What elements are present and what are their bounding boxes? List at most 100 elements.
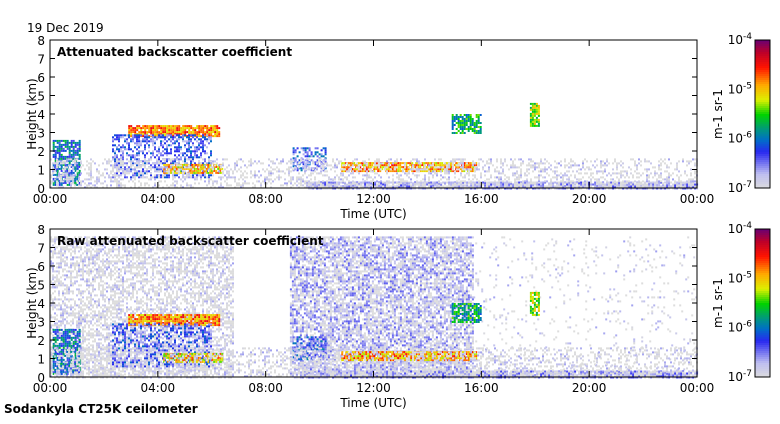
heatmap-cell-precip-below-layer [134,168,136,170]
heatmap-cell-noise-column-early [68,248,70,250]
heatmap-cell-background-noise [208,180,210,182]
heatmap-cell-precip-below-layer [124,146,126,148]
heatmap-cell-background-noise [690,172,692,174]
heatmap-cell-noise-column-early [72,256,74,258]
heatmap-cell-precip-below-layer [138,138,140,140]
heatmap-cell-background-noise [326,174,328,176]
heatmap-cell-background-noise [448,166,450,168]
heatmap-cell-background-noise [518,178,520,180]
heatmap-cell-near-surface-aerosol [394,182,396,184]
heatmap-cell-background-noise [278,170,280,172]
heatmap-cell-noise-column-early [76,276,78,278]
heatmap-cell-near-surface-aerosol [416,184,418,186]
heatmap-cell-precip-below-layer [190,140,192,142]
heatmap-cell-background-noise [266,168,268,170]
heatmap-cell-precip-below-layer [188,142,190,144]
heatmap-cell-background-noise [436,166,438,168]
heatmap-cell-background-noise [112,166,114,168]
heatmap-cell-precip-below-layer [130,170,132,172]
heatmap-cell-early-column [77,174,79,176]
colorbar-swatch [755,126,770,128]
heatmap-cell-background-noise [282,158,284,160]
heatmap-cell-upper-layer-morning [134,129,136,131]
heatmap-cell-background-noise [220,166,222,168]
heatmap-cell-precip-below-layer [194,154,196,156]
heatmap-cell-background-noise [448,172,450,174]
heatmap-cell-precip-below-layer [192,134,194,136]
heatmap-cell-background-noise [116,158,118,160]
heatmap-cell-background-noise [470,180,472,182]
heatmap-cell-evening-cloud [532,111,534,113]
heatmap-cell-background-noise [356,184,358,186]
heatmap-cell-upper-layer-morning [160,129,162,131]
heatmap-cell-background-noise [626,182,628,184]
heatmap-cell-early-column [53,140,55,142]
colorbar-swatch [755,108,770,110]
heatmap-cell-precip-below-layer [168,152,170,154]
heatmap-cell-low-layer-midday [389,170,391,172]
heatmap-cell-near-surface-aerosol [436,186,438,188]
heatmap-cell-background-noise [420,180,422,182]
heatmap-cell-background-noise [56,160,58,162]
heatmap-cell-background-noise [418,170,420,172]
heatmap-cell-upper-layer-morning [128,129,130,131]
heatmap-cell-background-noise [554,170,556,172]
heatmap-cell-precip-below-layer [128,144,130,146]
heatmap-cell-background-noise [536,162,538,164]
heatmap-cell-precip-below-layer [180,136,182,138]
heatmap-cell-evening-cloud [530,123,532,125]
heatmap-cell-background-noise [376,180,378,182]
heatmap-cell-background-noise [328,178,330,180]
heatmap-cell-background-noise [482,168,484,170]
heatmap-cell-near-surface-aerosol [500,184,502,186]
heatmap-cell-precip-below-layer [210,154,212,156]
heatmap-cell-background-noise [56,158,58,160]
heatmap-cell-background-noise [260,162,262,164]
heatmap-cell-near-surface-aerosol [634,186,636,188]
heatmap-cell-evening-cloud [536,109,538,111]
colorbar-swatch [755,76,770,78]
heatmap-cell-background-noise [630,172,632,174]
heatmap-cell-upper-layer-morning [128,125,130,127]
heatmap-cell-background-noise [238,158,240,160]
heatmap-cell-near-surface-aerosol [362,186,364,188]
heatmap-cell-upper-layer-morning [208,127,210,129]
heatmap-cell-background-noise [556,182,558,184]
heatmap-cell-background-noise [124,172,126,174]
heatmap-cell-background-noise [580,172,582,174]
heatmap-cell-upper-layer-morning [156,133,158,135]
heatmap-cell-background-noise [634,160,636,162]
heatmap-cell-evening-cloud [532,105,534,107]
heatmap-cell-early-column [53,144,55,146]
heatmap-cell-low-layer-midday [443,164,445,166]
heatmap-cell-background-noise [640,182,642,184]
heatmap-cell-background-noise [664,162,666,164]
heatmap-cell-upper-layer-morning [196,133,198,135]
heatmap-cell-precip-below-layer [116,154,118,156]
heatmap-cell-mid-morning-patch [321,149,323,151]
heatmap-cell-background-noise [514,182,516,184]
heatmap-cell-background-noise [278,168,280,170]
heatmap-cell-background-noise [214,180,216,182]
heatmap-cell-upper-layer-morning [170,131,172,133]
heatmap-cell-background-noise [594,160,596,162]
heatmap-cell-background-noise [516,176,518,178]
heatmap-cell-precip-below-layer [160,168,162,170]
heatmap-cell-noise-column-early [64,288,66,290]
heatmap-cell-background-noise [644,184,646,186]
heatmap-cell-background-noise [604,162,606,164]
heatmap-cell-afternoon-cloud [468,120,470,122]
heatmap-cell-upper-layer-morning [208,129,210,131]
heatmap-cell-background-noise [596,178,598,180]
heatmap-cell-background-noise [618,184,620,186]
heatmap-cell-early-column [71,156,73,158]
colorbar-swatch [755,150,770,152]
heatmap-cell-early-column [53,146,55,148]
heatmap-cell-upper-layer-morning [210,131,212,133]
heatmap-cell-near-surface-aerosol [348,186,350,188]
heatmap-cell-afternoon-cloud [458,116,460,118]
heatmap-cell-near-surface-aerosol [542,184,544,186]
heatmap-cell-early-column [57,152,59,154]
heatmap-cell-background-noise [402,180,404,182]
heatmap-cell-near-surface-aerosol [674,186,676,188]
